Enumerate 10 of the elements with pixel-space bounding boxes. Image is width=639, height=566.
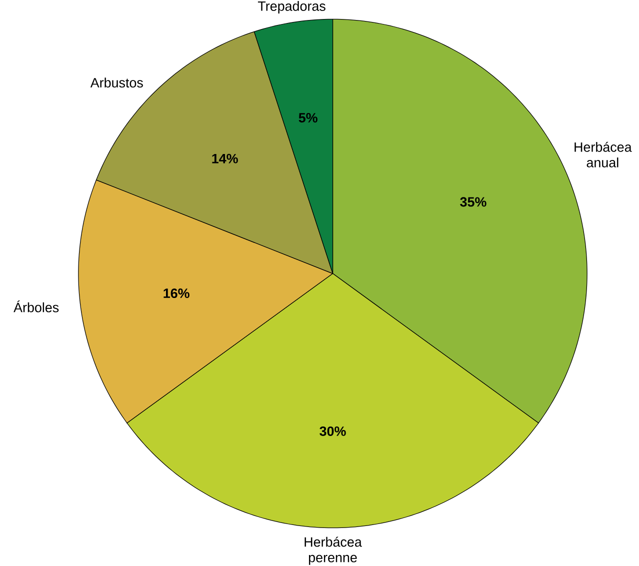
data-label: 14% xyxy=(212,154,238,164)
data-label: 16% xyxy=(164,288,190,298)
slice-label: Árboles xyxy=(14,300,59,312)
slice-label: Herbácea anual xyxy=(574,142,632,168)
data-label: 30% xyxy=(320,426,346,436)
slice-label: Trepadoras xyxy=(258,1,326,14)
data-label: 35% xyxy=(460,197,486,207)
slice-label: Herbácea perenne xyxy=(304,536,362,565)
data-label: 5% xyxy=(298,113,318,123)
slice-label: Arbustos xyxy=(90,78,143,88)
